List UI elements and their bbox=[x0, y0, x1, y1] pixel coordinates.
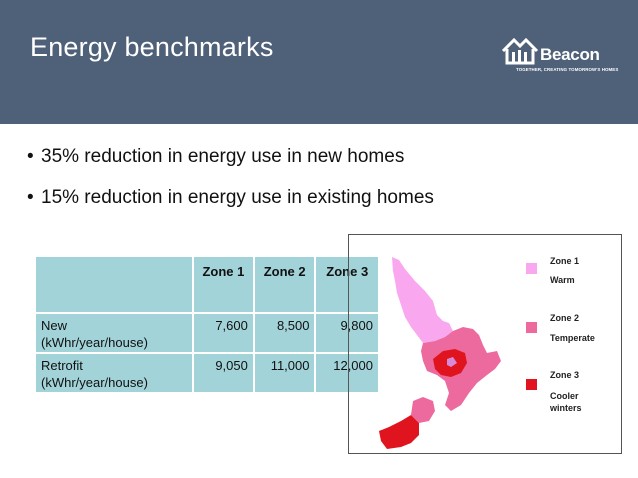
benchmark-table: Zone 1 Zone 2 Zone 3 New (kWhr/year/hous… bbox=[34, 255, 380, 394]
house-logo-icon bbox=[501, 37, 539, 65]
row-label-line: New bbox=[41, 318, 68, 333]
bullet-item: • 35% reduction in energy use in new home… bbox=[27, 146, 404, 168]
bullet-dot-icon: • bbox=[27, 187, 34, 208]
table-cell: 11,000 bbox=[252, 352, 317, 394]
logo-wordmark: Beacon bbox=[540, 45, 600, 64]
bullet-dot-icon: • bbox=[27, 146, 34, 167]
bullet-item: • 15% reduction in energy use in existing… bbox=[27, 187, 434, 209]
legend-zone-desc: Temperate bbox=[550, 333, 595, 343]
slide-title: Energy benchmarks bbox=[30, 32, 274, 62]
table-cell: 9,050 bbox=[191, 352, 255, 394]
table-row: New (kWhr/year/house) 7,600 8,500 9,800 bbox=[34, 312, 380, 354]
row-label-line: (kWhr/year/house) bbox=[41, 335, 148, 350]
bullet-text: 35% reduction in energy use in new homes bbox=[41, 146, 405, 167]
column-header: Zone 3 bbox=[314, 255, 380, 314]
beacon-logo: Beacon TOGETHER, CREATING TOMORROW'S HOM… bbox=[500, 36, 618, 76]
legend-zone-desc: winters bbox=[550, 403, 582, 413]
nz-map-graphic bbox=[379, 257, 501, 449]
zone1-swatch bbox=[526, 263, 537, 274]
table-header-row: Zone 1 Zone 2 Zone 3 bbox=[34, 255, 380, 314]
legend-zone-label: Zone 1 bbox=[550, 256, 580, 266]
zone2-swatch bbox=[526, 322, 537, 333]
legend-zone-desc: Warm bbox=[550, 275, 575, 285]
column-header: Zone 1 bbox=[191, 255, 255, 314]
logo-tagline: TOGETHER, CREATING TOMORROW'S HOMES bbox=[516, 67, 619, 72]
row-label-line: Retrofit bbox=[41, 358, 83, 373]
climate-zone-map: Zone 1 Warm Zone 2 Temperate Zone 3 Cool… bbox=[348, 234, 622, 454]
zone3-swatch bbox=[526, 379, 537, 390]
row-label-line: (kWhr/year/house) bbox=[41, 375, 148, 390]
column-header: Zone 2 bbox=[252, 255, 317, 314]
legend-zone-desc: Cooler bbox=[550, 391, 579, 401]
table-cell: 8,500 bbox=[252, 312, 317, 354]
legend-zone-label: Zone 3 bbox=[550, 370, 580, 380]
table-row: Retrofit (kWhr/year/house) 9,050 11,000 … bbox=[34, 352, 380, 394]
row-label: Retrofit (kWhr/year/house) bbox=[34, 352, 194, 394]
table-cell: 12,000 bbox=[314, 352, 380, 394]
row-label: New (kWhr/year/house) bbox=[34, 312, 194, 354]
table-cell: 7,600 bbox=[191, 312, 255, 354]
column-header bbox=[34, 255, 194, 314]
bullet-text: 15% reduction in energy use in existing … bbox=[41, 187, 434, 208]
legend-zone-label: Zone 2 bbox=[550, 313, 580, 323]
slide-header: Energy benchmarks Beacon TOGETHER, CREAT… bbox=[0, 0, 638, 124]
